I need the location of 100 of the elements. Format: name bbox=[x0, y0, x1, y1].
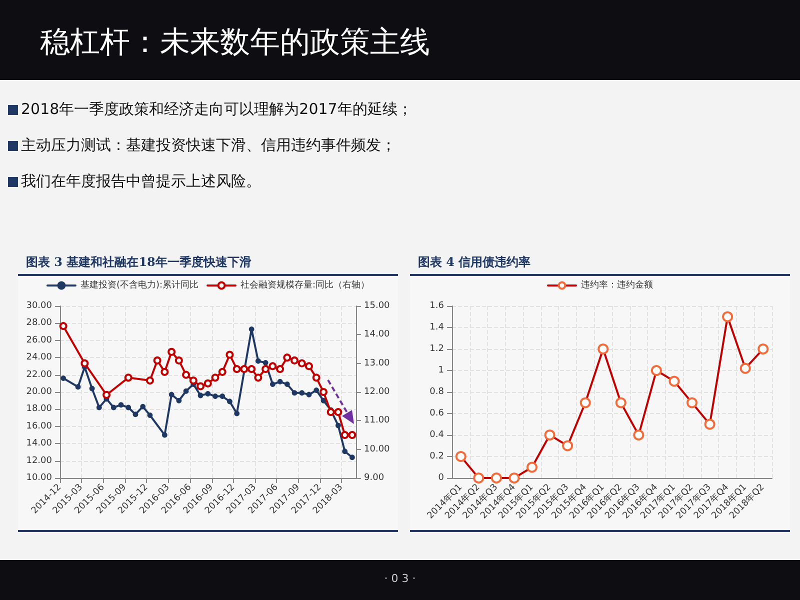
y-tick-label: 1.4 bbox=[430, 322, 444, 332]
text: · 0 3 · bbox=[383, 572, 417, 585]
point bbox=[211, 374, 220, 382]
text: 我们在年度报告中曾提示上述风险。 bbox=[21, 172, 261, 191]
point bbox=[262, 365, 270, 374]
point bbox=[102, 390, 111, 399]
y-tick-label: 18.00 bbox=[26, 404, 52, 414]
point bbox=[340, 431, 349, 439]
point bbox=[298, 359, 306, 368]
y-tick-label: 12.00 bbox=[26, 456, 52, 466]
y2-tick-label: 12.00 bbox=[364, 387, 390, 397]
point bbox=[182, 370, 190, 379]
point bbox=[335, 422, 341, 428]
point bbox=[276, 365, 284, 374]
point bbox=[262, 360, 268, 366]
point bbox=[270, 382, 276, 388]
chart-title: 图表 3 基建和社融在18年一季度快速下滑 bbox=[18, 250, 398, 276]
y2-tick-label: 9.00 bbox=[364, 473, 384, 483]
point bbox=[80, 359, 89, 368]
y-tick-label: 14.00 bbox=[26, 438, 52, 449]
y2-tick-label: 13.00 bbox=[364, 358, 390, 368]
point bbox=[248, 326, 254, 332]
point bbox=[277, 378, 283, 384]
legend-label: 基建投资(不含电力):累计同比 bbox=[80, 280, 199, 290]
y-tick-label: 30.00 bbox=[26, 301, 52, 311]
point bbox=[220, 394, 226, 400]
point bbox=[248, 365, 256, 374]
point bbox=[153, 356, 162, 364]
point bbox=[312, 374, 320, 382]
point bbox=[283, 354, 292, 362]
point bbox=[218, 368, 226, 376]
point bbox=[110, 404, 116, 410]
y-tick-label: 22.00 bbox=[26, 370, 52, 380]
point bbox=[212, 394, 218, 400]
point bbox=[305, 362, 313, 370]
point bbox=[334, 408, 342, 416]
y-tick-label: 24.00 bbox=[26, 352, 52, 363]
y2-tick-label: 11.00 bbox=[364, 416, 390, 426]
point bbox=[118, 402, 124, 408]
point bbox=[96, 404, 102, 410]
y-tick-label: 16.00 bbox=[26, 421, 52, 432]
point bbox=[174, 356, 183, 364]
point bbox=[198, 392, 204, 398]
point bbox=[342, 448, 348, 454]
point bbox=[292, 390, 298, 396]
legend-label: 违约率：违约金额 bbox=[581, 280, 653, 290]
y-tick-label: 0.4 bbox=[430, 430, 444, 440]
point bbox=[254, 374, 262, 382]
point bbox=[290, 356, 299, 364]
text: 主动压力测试：基建投资快速下滑、信用违约事件频发； bbox=[21, 136, 396, 155]
point bbox=[132, 412, 138, 418]
point bbox=[146, 376, 154, 385]
y-tick-label: 1.2 bbox=[430, 344, 444, 354]
point bbox=[326, 408, 335, 416]
point bbox=[147, 412, 153, 418]
point bbox=[232, 365, 241, 374]
point bbox=[205, 390, 211, 396]
point bbox=[168, 348, 176, 356]
y2-tick-label: 14.00 bbox=[364, 330, 390, 340]
point bbox=[349, 454, 355, 460]
point bbox=[314, 388, 320, 394]
point bbox=[59, 322, 68, 330]
text: 2018年一季度政策和经济走向可以理解为2017年的延续； bbox=[21, 100, 412, 119]
chart-title: 图表 4 信用债违约率 bbox=[410, 250, 790, 276]
y-tick-label: 26.00 bbox=[26, 335, 52, 346]
y-tick-label: 10.00 bbox=[26, 473, 52, 483]
y-tick-label: 28.00 bbox=[26, 318, 52, 328]
text: 稳杠杆：未来数年的政策主线 bbox=[40, 24, 430, 62]
point bbox=[240, 365, 248, 374]
point bbox=[226, 350, 234, 359]
point bbox=[299, 390, 305, 396]
point bbox=[226, 398, 232, 404]
point bbox=[189, 376, 198, 385]
y2-tick-label: 15.00 bbox=[364, 301, 390, 311]
point bbox=[255, 358, 261, 364]
y-tick-label: 0.2 bbox=[430, 452, 444, 462]
point bbox=[60, 375, 66, 381]
point bbox=[234, 410, 240, 416]
y-tick-label: 1.6 bbox=[430, 301, 444, 311]
point bbox=[204, 379, 212, 388]
point bbox=[162, 432, 168, 438]
point bbox=[124, 374, 132, 382]
point bbox=[348, 431, 356, 439]
point bbox=[268, 362, 277, 370]
legend-label: 社会融资规模存量:同比（右轴） bbox=[240, 280, 370, 290]
point bbox=[140, 404, 146, 410]
point bbox=[126, 404, 132, 410]
point bbox=[168, 392, 174, 398]
point bbox=[183, 388, 189, 394]
point bbox=[319, 388, 328, 396]
y-tick-label: 0.6 bbox=[430, 408, 444, 418]
y-tick-label: 0 bbox=[438, 473, 444, 483]
point bbox=[75, 384, 81, 390]
y-tick-label: 20.00 bbox=[26, 387, 52, 397]
point bbox=[160, 368, 169, 376]
point bbox=[284, 382, 290, 388]
point bbox=[196, 382, 205, 390]
point bbox=[89, 386, 95, 392]
point bbox=[320, 398, 326, 404]
y-tick-label: 0.8 bbox=[430, 387, 444, 397]
